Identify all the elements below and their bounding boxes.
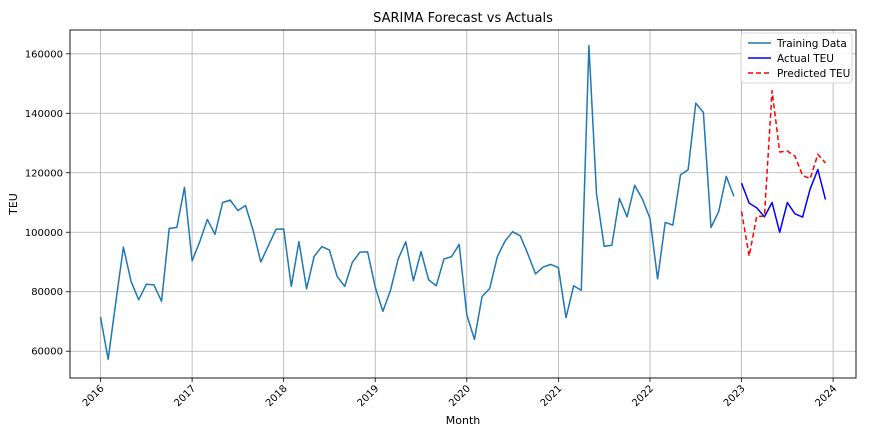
- x-tick-label-2024: 2024: [813, 383, 839, 409]
- x-tick-label-2019: 2019: [356, 383, 382, 409]
- series-line-actual-teu: [740, 168, 827, 234]
- y-axis-label: TEU: [7, 193, 20, 216]
- x-tick-label-2016: 2016: [81, 383, 107, 409]
- chart-title: SARIMA Forecast vs Actuals: [373, 11, 553, 26]
- series-line-predicted-teu: [740, 89, 827, 257]
- y-tick-label-140000: 140000: [25, 109, 63, 120]
- legend-box: [740, 32, 853, 84]
- grid: [70, 30, 856, 378]
- x-tick-label-2021: 2021: [539, 383, 565, 409]
- x-axis-label: Month: [446, 414, 481, 427]
- x-tick-label-2023: 2023: [722, 383, 748, 409]
- x-axis-ticks: 2016 2017 2018 2019 2020 2021 2022 2023 2024: [81, 378, 839, 409]
- series-lines: [99, 44, 827, 361]
- y-tick-label-160000: 160000: [25, 49, 63, 60]
- x-tick-label-2020: 2020: [447, 383, 473, 409]
- legend-label-training: Training Data: [776, 38, 847, 50]
- y-tick-label-60000: 60000: [31, 347, 63, 358]
- x-tick-label-2017: 2017: [172, 383, 198, 409]
- legend-label-actual: Actual TEU: [777, 53, 834, 65]
- y-tick-label-100000: 100000: [25, 228, 63, 239]
- plot-frame: [69, 29, 857, 379]
- series-line-training-data: [99, 44, 735, 361]
- legend-label-predicted: Predicted TEU: [777, 68, 850, 80]
- x-tick-label-2018: 2018: [264, 383, 290, 409]
- y-tick-label-80000: 80000: [31, 287, 63, 298]
- y-tick-label-120000: 120000: [25, 168, 63, 179]
- x-tick-label-2022: 2022: [630, 383, 656, 409]
- legend: Training Data Actual TEU Predicted TEU: [740, 32, 853, 84]
- y-axis-ticks: 60000 80000 100000 120000 140000 160000: [25, 49, 70, 358]
